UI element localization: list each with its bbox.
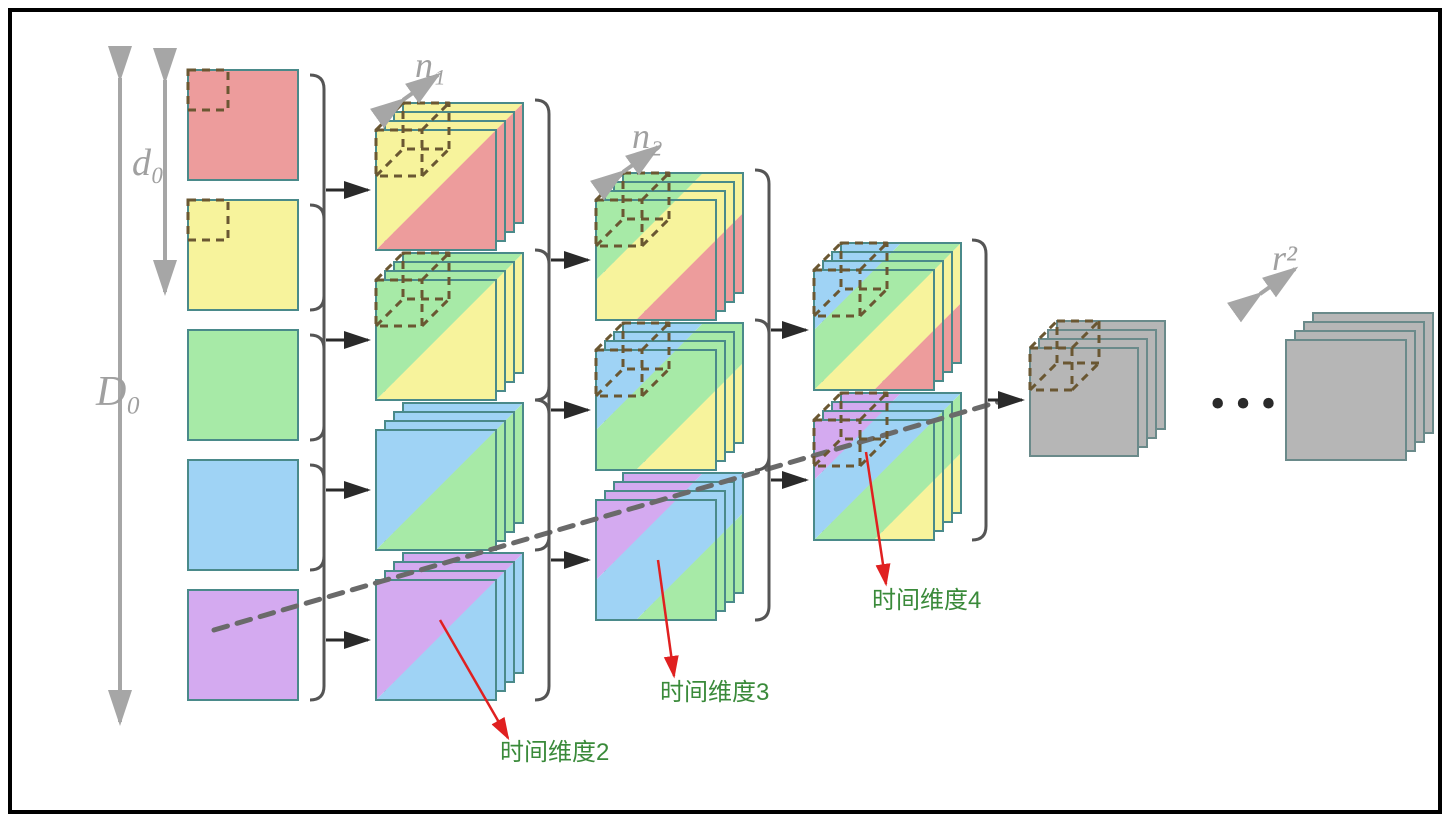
ellipsis: ••• — [1210, 379, 1286, 428]
bracket — [310, 75, 324, 310]
bracket — [310, 335, 324, 570]
bracket — [310, 465, 324, 700]
label-r2: r² — [1272, 238, 1298, 278]
stack-tile — [1286, 313, 1433, 460]
annotation-label: 时间维度4 — [872, 587, 981, 614]
annotation-label: 时间维度3 — [660, 679, 769, 706]
bracket — [310, 205, 324, 440]
flat-tile — [188, 70, 298, 180]
label-n1: n₁ — [415, 45, 446, 85]
flat-tile — [188, 460, 298, 570]
label-d0: d₀ — [132, 142, 164, 184]
label-D0: D₀ — [95, 369, 141, 415]
label-n2: n₂ — [632, 116, 663, 156]
flat-tile — [188, 330, 298, 440]
flat-tile — [188, 200, 298, 310]
flat-tile — [188, 590, 298, 700]
bracket — [972, 240, 986, 540]
annotation-label: 时间维度2 — [500, 739, 609, 766]
